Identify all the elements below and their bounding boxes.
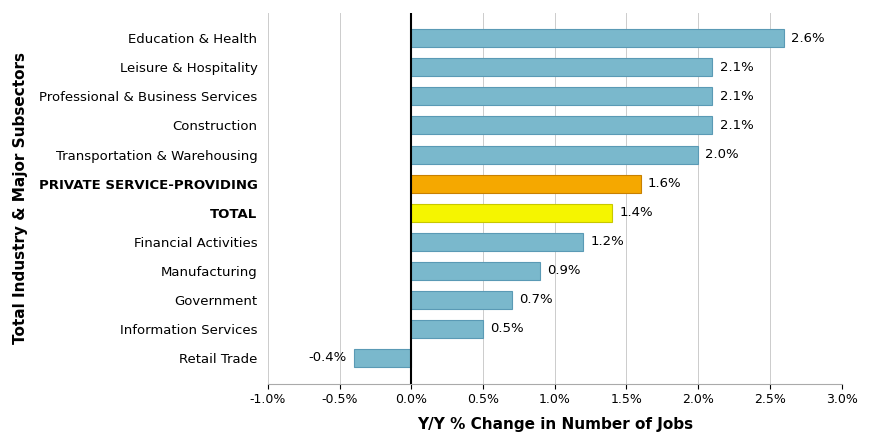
Bar <box>411 88 712 105</box>
Text: 2.1%: 2.1% <box>719 119 753 132</box>
Text: 0.5%: 0.5% <box>489 322 523 335</box>
Text: 1.2%: 1.2% <box>590 235 624 248</box>
Text: 0.9%: 0.9% <box>547 264 580 277</box>
Bar <box>411 58 712 77</box>
Bar <box>354 349 411 367</box>
Text: 1.4%: 1.4% <box>619 206 652 219</box>
Text: 1.6%: 1.6% <box>647 177 680 190</box>
Bar <box>411 320 482 338</box>
Bar <box>411 233 583 251</box>
Bar <box>411 29 783 47</box>
X-axis label: Y/Y % Change in Number of Jobs: Y/Y % Change in Number of Jobs <box>416 417 692 433</box>
Text: 2.1%: 2.1% <box>719 61 753 74</box>
Text: 2.0%: 2.0% <box>705 148 738 161</box>
Bar <box>411 291 511 309</box>
Bar <box>411 204 612 222</box>
Bar <box>411 146 697 163</box>
Bar <box>411 262 540 279</box>
Bar <box>411 117 712 134</box>
Text: -0.4%: -0.4% <box>308 351 347 364</box>
Text: 2.6%: 2.6% <box>791 32 824 45</box>
Text: 0.7%: 0.7% <box>518 293 552 306</box>
Bar <box>411 174 640 193</box>
Y-axis label: Total Industry & Major Subsectors: Total Industry & Major Subsectors <box>12 52 28 344</box>
Text: 2.1%: 2.1% <box>719 90 753 103</box>
